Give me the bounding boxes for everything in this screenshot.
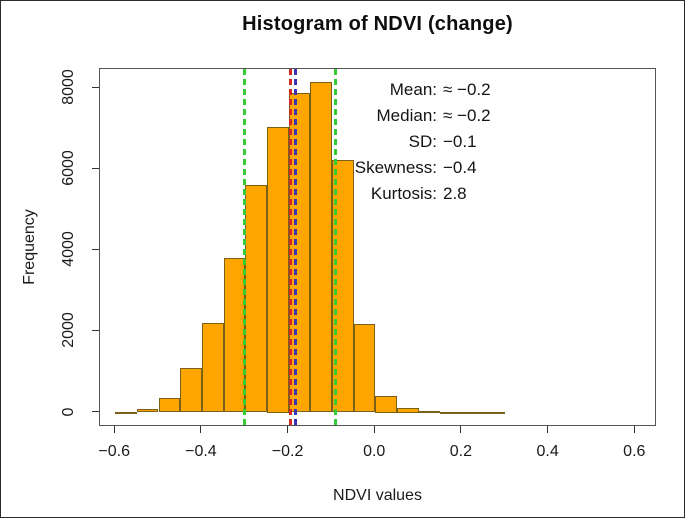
y-axis-label: Frequency bbox=[21, 209, 38, 285]
histogram-bar bbox=[353, 324, 376, 413]
histogram-bar bbox=[180, 367, 202, 413]
mean-line bbox=[289, 69, 293, 425]
y-tick-label: 0 bbox=[60, 407, 77, 416]
stat-value: −0.4 bbox=[443, 158, 477, 177]
stat-row-kurtosis: Kurtosis: 2.8 bbox=[331, 181, 491, 207]
stat-value: 2.8 bbox=[443, 184, 467, 203]
y-axis-tick bbox=[92, 248, 99, 250]
x-tick-label: 0.4 bbox=[536, 443, 559, 460]
plot-area bbox=[99, 68, 656, 426]
stat-row-median: Median: ≈ −0.2 bbox=[331, 103, 491, 129]
y-axis-tick bbox=[92, 329, 99, 331]
x-axis-tick bbox=[460, 426, 462, 433]
x-tick-label: 0.0 bbox=[363, 443, 386, 460]
stat-label: Skewness: bbox=[354, 158, 437, 177]
stat-label: SD: bbox=[408, 132, 437, 151]
stat-row-skewness: Skewness: −0.4 bbox=[331, 155, 491, 181]
stat-label: Kurtosis: bbox=[370, 184, 437, 203]
y-tick-label: 6000 bbox=[60, 150, 77, 186]
y-tick-label: 8000 bbox=[60, 69, 77, 105]
histogram-bar bbox=[201, 323, 224, 413]
stat-value: −0.1 bbox=[443, 132, 477, 151]
stat-label: Median: bbox=[376, 106, 437, 125]
x-tick-label: −0.2 bbox=[271, 443, 304, 460]
x-axis-tick bbox=[547, 426, 549, 433]
histogram-bar bbox=[331, 159, 354, 413]
x-tick-label: −0.6 bbox=[98, 443, 130, 460]
x-axis-tick bbox=[373, 426, 375, 433]
x-axis-tick bbox=[633, 426, 635, 433]
x-axis-tick bbox=[113, 426, 115, 433]
x-axis-tick bbox=[200, 426, 202, 433]
stat-row-sd: SD: −0.1 bbox=[331, 129, 491, 155]
stat-value: ≈ −0.2 bbox=[443, 106, 491, 125]
y-axis-tick bbox=[92, 411, 99, 412]
y-tick-label: 2000 bbox=[60, 312, 77, 349]
y-axis-tick bbox=[92, 167, 99, 169]
x-tick-label: 0.6 bbox=[623, 443, 646, 460]
histogram-bar bbox=[115, 411, 137, 414]
y-axis-tick bbox=[92, 86, 99, 88]
histogram-bar bbox=[223, 258, 246, 413]
mean-plus-sd-line bbox=[334, 69, 338, 425]
stat-value: ≈ −0.2 bbox=[443, 80, 491, 99]
x-tick-label: 0.2 bbox=[449, 443, 473, 460]
histogram-bar bbox=[418, 411, 441, 414]
x-axis-tick bbox=[287, 426, 289, 433]
stats-annotation: Mean: ≈ −0.2 Median: ≈ −0.2 SD: −0.1 Ske… bbox=[331, 77, 491, 207]
histogram-bar bbox=[375, 395, 397, 413]
stat-row-mean: Mean: ≈ −0.2 bbox=[331, 77, 491, 103]
histogram-bar bbox=[396, 408, 419, 413]
x-axis-label: NDVI values bbox=[333, 487, 422, 504]
histogram-bar bbox=[440, 411, 462, 414]
chart-title: Histogram of NDVI (change) bbox=[242, 13, 513, 35]
histogram-bar bbox=[136, 409, 159, 413]
y-tick-label: 4000 bbox=[60, 231, 77, 268]
histogram-bar bbox=[483, 411, 506, 414]
histogram-bar bbox=[245, 185, 267, 413]
x-tick-label: −0.4 bbox=[185, 443, 217, 460]
median-line bbox=[294, 69, 298, 425]
stat-label: Mean: bbox=[389, 80, 437, 99]
histogram-bar bbox=[310, 81, 332, 413]
mean-minus-sd-line bbox=[243, 69, 247, 425]
histogram-bar bbox=[158, 397, 181, 413]
histogram-bar bbox=[461, 411, 484, 414]
histogram-bar bbox=[266, 126, 289, 413]
histogram-bar bbox=[288, 92, 311, 413]
